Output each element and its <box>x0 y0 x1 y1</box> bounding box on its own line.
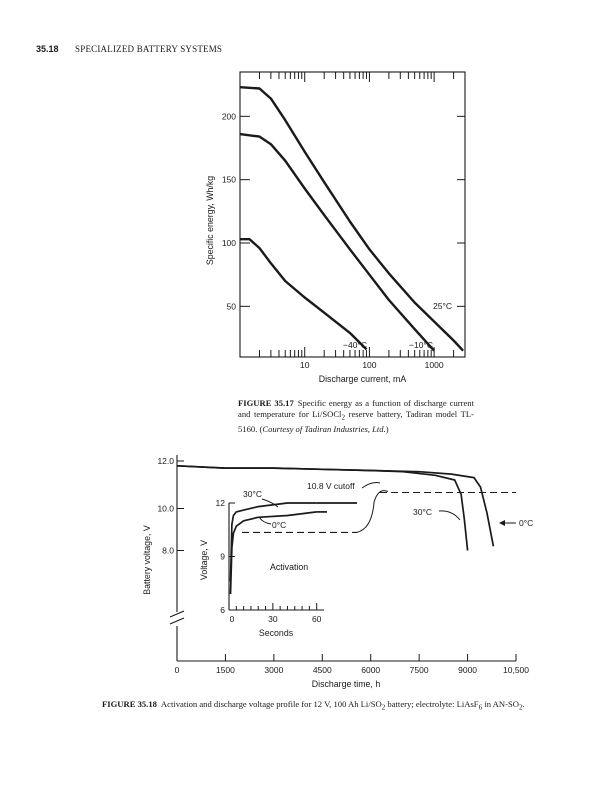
inset-x-tick-label: 0 <box>230 614 235 624</box>
section-title: SPECIALIZED BATTERY SYSTEMS <box>75 44 223 54</box>
inset-annotation-leader <box>258 516 272 525</box>
caption-subscript: 2 <box>381 703 386 712</box>
series-line-2 <box>240 238 368 351</box>
annotation-minus40c: −40°C <box>343 340 367 350</box>
caption-text: . <box>522 699 525 709</box>
caption-text: reserve battery, Tadiran model TL-5160. … <box>238 409 474 434</box>
x-axis-label: Discharge time, h <box>312 679 381 689</box>
series-line-1 <box>176 464 495 547</box>
x-tick-label: 9000 <box>458 665 477 675</box>
inset-x-axis-label: Seconds <box>259 628 294 638</box>
y-tick-label: 8.0 <box>162 546 174 556</box>
caption-text: in AN-SO <box>482 699 519 709</box>
inset-annotation-leader <box>261 498 279 508</box>
inset-series-line-1 <box>229 511 317 595</box>
annotation-minus10c: −10°C <box>409 340 433 350</box>
annotation-0c: 0°C <box>519 518 533 528</box>
annotation-25c: 25°C <box>433 301 452 311</box>
y-tick-label: 12.0 <box>157 456 174 466</box>
x-tick-label: 1500 <box>216 665 235 675</box>
y-tick-label: 100 <box>222 238 236 248</box>
caption-text: Activation and discharge voltage profile… <box>160 699 382 709</box>
annotation-cutoff: 10.8 V cutoff <box>307 481 355 491</box>
figure-35-17-caption: FIGURE 35.17 Specific energy as a functio… <box>238 398 474 435</box>
page-header: 35.18 SPECIALIZED BATTERY SYSTEMS <box>36 44 222 54</box>
x-tick-label: 100 <box>362 360 376 370</box>
plot-frame <box>239 71 466 358</box>
x-tick-label: 0 <box>175 665 180 675</box>
figure-35-18-caption: FIGURE 35.18 Activation and discharge vol… <box>102 699 540 714</box>
y-tick-label: 10.0 <box>157 504 174 514</box>
caption-text: ) <box>385 423 389 434</box>
axis-break-mark <box>169 610 185 618</box>
inset-x-tick-label: 30 <box>268 614 278 624</box>
inset-series-line-0 <box>229 502 317 582</box>
caption-subscript: 2 <box>518 703 523 712</box>
inset-y-tick-label: 12 <box>216 498 226 508</box>
y-tick-label: 150 <box>222 175 236 185</box>
y-tick-label: 50 <box>227 301 237 311</box>
annotation-30c: 30°C <box>413 507 432 517</box>
caption-subscript: 6 <box>478 703 483 712</box>
caption-label: FIGURE 35.18 <box>102 699 157 709</box>
inset-y-tick-label: 6 <box>220 605 225 615</box>
inset-x-tick-label: 60 <box>312 614 322 624</box>
x-tick-label: 10 <box>300 360 310 370</box>
x-tick-label: 4500 <box>313 665 332 675</box>
annotation-leader <box>438 510 461 521</box>
x-tick-label: 3000 <box>264 665 283 675</box>
page-number: 35.18 <box>36 44 59 54</box>
axis-break-mark <box>169 617 185 625</box>
x-tick-label: 7500 <box>410 665 429 675</box>
annotation-arrowhead <box>499 520 505 526</box>
y-axis-label: Battery voltage, V <box>142 525 152 595</box>
caption-credit: Courtesy of Tadiran Industries, Ltd. <box>262 423 386 434</box>
inset-y-axis-label: Voltage, V <box>199 540 209 580</box>
inset-title: Activation <box>270 562 308 572</box>
x-tick-label: 1000 <box>425 360 444 370</box>
series-line-0 <box>239 86 464 352</box>
inset-annotation-30c: 30°C <box>243 489 262 499</box>
inset-y-tick-label: 9 <box>220 552 225 562</box>
x-tick-label: 6000 <box>361 665 380 675</box>
y-axis-label: Specific energy, Wh/kg <box>205 176 215 265</box>
series-line-1 <box>239 132 435 352</box>
caption-text: battery; electrolyte: LiAsF <box>385 699 479 709</box>
inset-annotation-0c: 0°C <box>272 520 286 530</box>
x-axis-label: Discharge current, mA <box>319 374 407 384</box>
y-tick-label: 200 <box>222 111 236 121</box>
caption-text: Specific energy as a function of dischar… <box>238 398 474 419</box>
inset-cutoff-connector <box>356 490 389 533</box>
caption-subscript: 2 <box>341 413 346 422</box>
annotation-leader <box>361 482 381 489</box>
x-tick-label: 10,500 <box>503 665 529 675</box>
caption-label: FIGURE 35.17 <box>238 398 294 408</box>
